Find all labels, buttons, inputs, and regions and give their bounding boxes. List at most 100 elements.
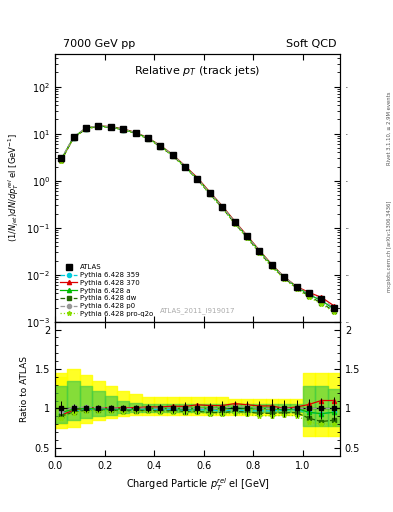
Pythia 6.428 p0: [71, 134, 76, 140]
Pythia 6.428 p0: [307, 290, 311, 296]
Pythia 6.428 a: [96, 123, 101, 129]
Pythia 6.428 370: [133, 130, 138, 136]
Pythia 6.428 dw: [84, 125, 88, 132]
Pythia 6.428 a: [108, 124, 113, 130]
Pythia 6.428 pro-q2o: [270, 264, 274, 270]
Pythia 6.428 370: [158, 142, 163, 148]
Pythia 6.428 p0: [282, 274, 286, 280]
Pythia 6.428 359: [245, 234, 250, 240]
Pythia 6.428 p0: [145, 135, 150, 141]
Pythia 6.428 a: [220, 204, 225, 210]
Pythia 6.428 359: [108, 124, 113, 130]
Pythia 6.428 pro-q2o: [294, 286, 299, 292]
Pythia 6.428 p0: [59, 156, 64, 162]
Pythia 6.428 359: [282, 274, 286, 281]
Pythia 6.428 dw: [232, 220, 237, 226]
Pythia 6.428 370: [121, 126, 125, 132]
Pythia 6.428 dw: [96, 123, 101, 130]
Pythia 6.428 dw: [294, 285, 299, 291]
Pythia 6.428 359: [195, 176, 200, 182]
Pythia 6.428 dw: [307, 293, 311, 299]
Pythia 6.428 370: [96, 123, 101, 129]
Line: Pythia 6.428 pro-q2o: Pythia 6.428 pro-q2o: [59, 124, 336, 314]
Pythia 6.428 dw: [133, 130, 138, 136]
Pythia 6.428 a: [84, 125, 88, 132]
Line: Pythia 6.428 dw: Pythia 6.428 dw: [59, 125, 336, 313]
Pythia 6.428 359: [170, 152, 175, 158]
Pythia 6.428 p0: [133, 130, 138, 136]
Text: Rivet 3.1.10, ≥ 2.9M events: Rivet 3.1.10, ≥ 2.9M events: [387, 91, 392, 165]
Pythia 6.428 370: [220, 203, 225, 209]
Y-axis label: $(1/N_{jet})dN/dp^{rel}_{T}$ el [GeV$^{-1}$]: $(1/N_{jet})dN/dp^{rel}_{T}$ el [GeV$^{-…: [6, 133, 20, 242]
Pythia 6.428 p0: [294, 284, 299, 290]
Pythia 6.428 370: [195, 175, 200, 181]
Pythia 6.428 p0: [232, 219, 237, 225]
Pythia 6.428 359: [307, 291, 311, 297]
Pythia 6.428 dw: [158, 143, 163, 150]
Pythia 6.428 dw: [257, 249, 262, 255]
Pythia 6.428 pro-q2o: [195, 177, 200, 183]
Pythia 6.428 370: [59, 157, 64, 163]
Line: Pythia 6.428 370: Pythia 6.428 370: [59, 124, 336, 308]
Pythia 6.428 pro-q2o: [319, 301, 324, 307]
Pythia 6.428 370: [108, 123, 113, 130]
Text: mcplots.cern.ch [arXiv:1306.3436]: mcplots.cern.ch [arXiv:1306.3436]: [387, 200, 392, 291]
X-axis label: Charged Particle $p^{rel}_{T}$ el [GeV]: Charged Particle $p^{rel}_{T}$ el [GeV]: [125, 476, 270, 493]
Pythia 6.428 a: [145, 135, 150, 141]
Pythia 6.428 dw: [282, 275, 286, 281]
Pythia 6.428 a: [158, 143, 163, 149]
Pythia 6.428 p0: [84, 125, 88, 131]
Pythia 6.428 pro-q2o: [133, 131, 138, 137]
Y-axis label: Ratio to ATLAS: Ratio to ATLAS: [20, 356, 29, 422]
Pythia 6.428 pro-q2o: [183, 164, 187, 170]
Pythia 6.428 dw: [270, 263, 274, 269]
Text: Soft QCD: Soft QCD: [286, 38, 336, 49]
Pythia 6.428 pro-q2o: [257, 250, 262, 256]
Pythia 6.428 a: [170, 152, 175, 158]
Line: Pythia 6.428 a: Pythia 6.428 a: [59, 124, 336, 311]
Pythia 6.428 p0: [170, 152, 175, 158]
Pythia 6.428 359: [270, 263, 274, 269]
Pythia 6.428 dw: [71, 135, 76, 141]
Pythia 6.428 359: [133, 130, 138, 136]
Text: ATLAS_2011_I919017: ATLAS_2011_I919017: [160, 307, 235, 314]
Pythia 6.428 p0: [96, 123, 101, 129]
Pythia 6.428 370: [245, 232, 250, 239]
Pythia 6.428 pro-q2o: [84, 126, 88, 132]
Pythia 6.428 359: [84, 125, 88, 132]
Pythia 6.428 p0: [183, 163, 187, 169]
Text: Relative $p_T$ (track jets): Relative $p_T$ (track jets): [134, 65, 261, 78]
Pythia 6.428 a: [59, 156, 64, 162]
Pythia 6.428 p0: [121, 126, 125, 132]
Pythia 6.428 dw: [220, 205, 225, 211]
Pythia 6.428 pro-q2o: [145, 136, 150, 142]
Pythia 6.428 pro-q2o: [158, 144, 163, 150]
Pythia 6.428 370: [208, 189, 212, 195]
Pythia 6.428 pro-q2o: [220, 205, 225, 211]
Pythia 6.428 p0: [158, 143, 163, 149]
Pythia 6.428 a: [294, 284, 299, 290]
Pythia 6.428 pro-q2o: [307, 294, 311, 301]
Pythia 6.428 dw: [170, 153, 175, 159]
Pythia 6.428 pro-q2o: [208, 191, 212, 198]
Pythia 6.428 dw: [245, 234, 250, 241]
Pythia 6.428 359: [71, 135, 76, 141]
Pythia 6.428 370: [319, 294, 324, 301]
Pythia 6.428 p0: [195, 176, 200, 182]
Pythia 6.428 370: [232, 218, 237, 224]
Line: Pythia 6.428 p0: Pythia 6.428 p0: [59, 124, 336, 310]
Pythia 6.428 370: [84, 125, 88, 131]
Pythia 6.428 370: [71, 134, 76, 140]
Pythia 6.428 a: [232, 219, 237, 225]
Pythia 6.428 370: [257, 247, 262, 253]
Pythia 6.428 a: [245, 233, 250, 240]
Pythia 6.428 a: [121, 126, 125, 132]
Pythia 6.428 pro-q2o: [245, 235, 250, 241]
Pythia 6.428 a: [257, 248, 262, 254]
Pythia 6.428 p0: [245, 233, 250, 239]
Pythia 6.428 p0: [220, 204, 225, 210]
Pythia 6.428 359: [145, 135, 150, 141]
Pythia 6.428 a: [183, 164, 187, 170]
Pythia 6.428 dw: [121, 126, 125, 133]
Pythia 6.428 dw: [208, 191, 212, 197]
